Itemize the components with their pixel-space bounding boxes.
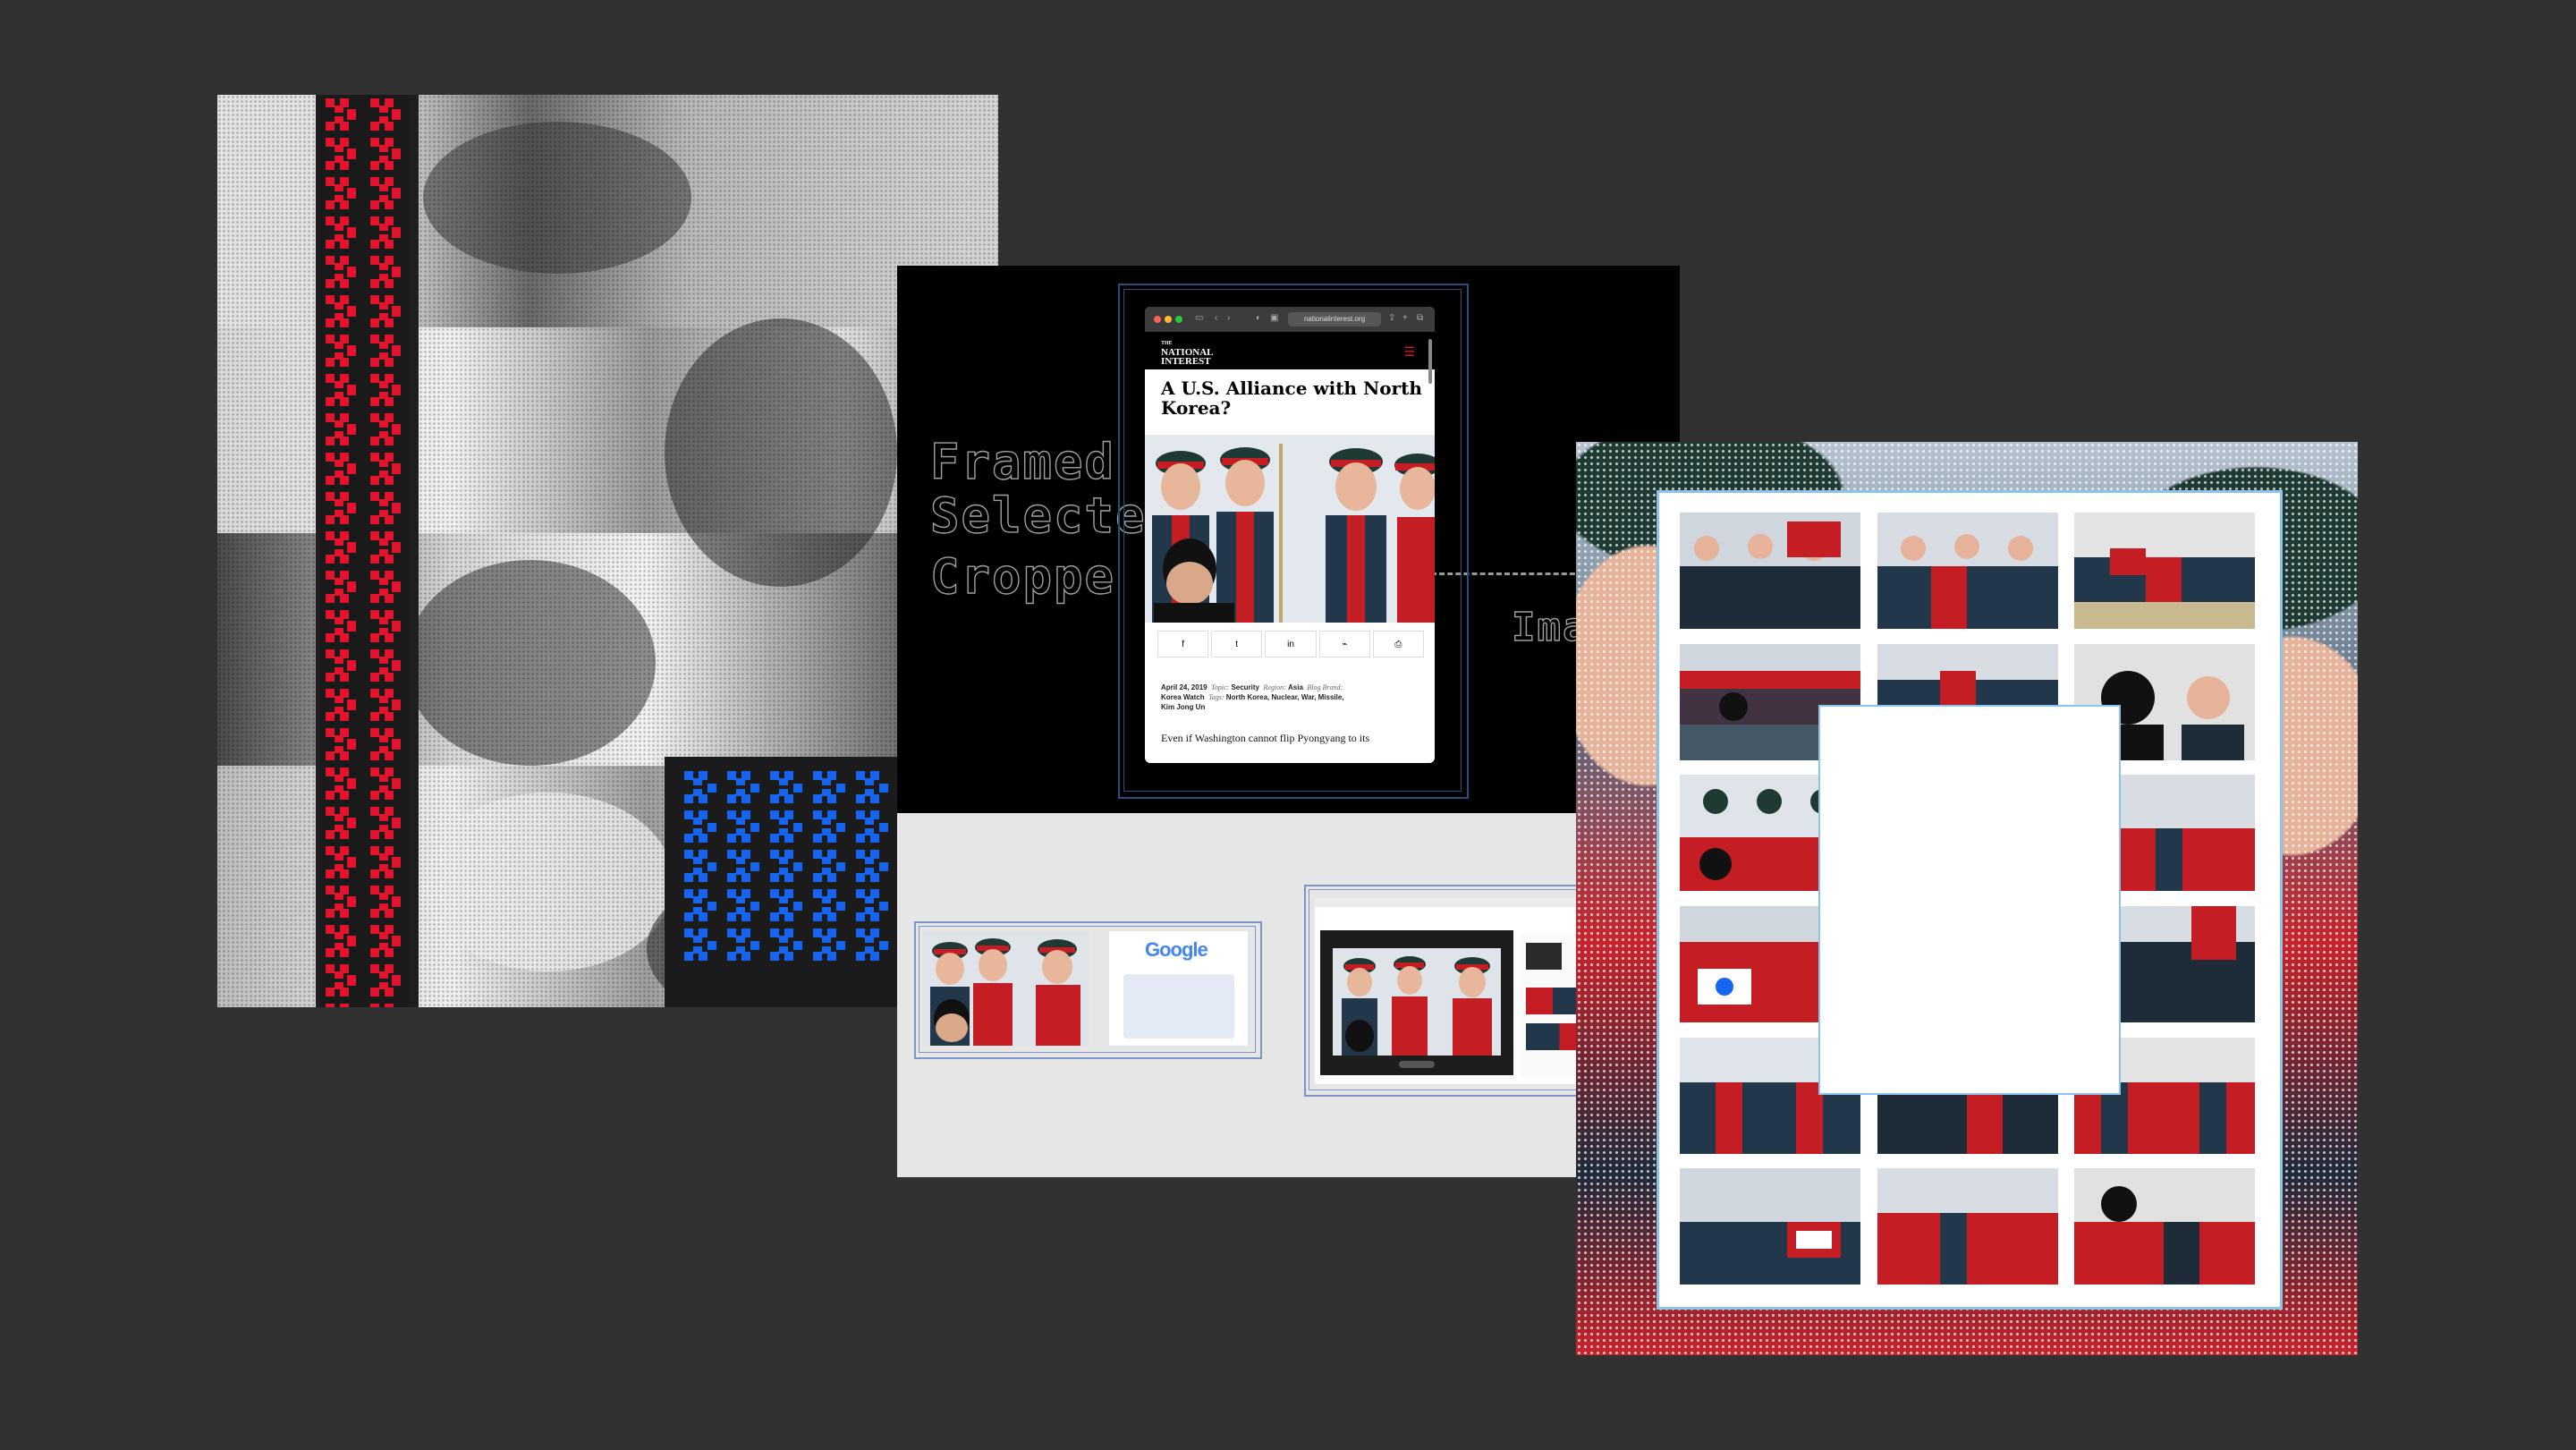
url-text: nationalinterest.org (1303, 315, 1366, 323)
minimize-dot-icon[interactable] (1165, 316, 1172, 323)
dashed-connector (1431, 572, 1583, 575)
phone-frame-outer (1118, 284, 1469, 799)
print-icon: ⎙ (1394, 639, 1402, 649)
topic-link[interactable]: Security (1231, 683, 1260, 691)
framed-label: Framed (929, 434, 1116, 490)
red-cross-pattern (320, 95, 410, 1007)
image-label: Ima (1511, 605, 1589, 650)
region-label: Region: (1263, 683, 1286, 691)
blog-link[interactable]: Korea Watch (1161, 693, 1205, 701)
new-tab-icon[interactable]: + (1402, 313, 1408, 323)
twitter-share-button[interactable]: t (1211, 631, 1263, 657)
twitter-icon: t (1235, 639, 1239, 649)
article-meta: April 24, 2019 Topic: Security Region: A… (1161, 683, 1420, 712)
google-logo: Google (1145, 938, 1208, 962)
tags-label: Tags: (1208, 693, 1224, 701)
grid-image[interactable] (2074, 644, 2255, 760)
grid-image[interactable] (2120, 775, 2255, 891)
site-header: THE NATIONAL INTEREST ☰ (1145, 332, 1435, 369)
address-bar[interactable]: nationalinterest.org (1288, 312, 1381, 326)
lightbox-preview (1320, 930, 1513, 1075)
extension-icon[interactable]: ▣ (1270, 313, 1279, 323)
halftone-poster-left (217, 95, 998, 1007)
rss-button[interactable]: ⌁ (1318, 631, 1370, 657)
close-dot-icon[interactable] (1154, 316, 1161, 323)
thumbnail-frame-outer (914, 921, 1262, 1059)
grid-image[interactable] (1877, 513, 2058, 629)
blog-label: Blog Brand: (1307, 683, 1343, 691)
lightbox-photo (1333, 948, 1501, 1068)
site-logo[interactable]: THE NATIONAL INTEREST (1161, 339, 1224, 367)
tags-links[interactable]: North Korea, Nuclear, War, Missile, (1225, 693, 1344, 701)
article-date: April 24, 2019 (1161, 683, 1208, 691)
topic-label: Topic: (1211, 683, 1230, 691)
facebook-share-button[interactable]: f (1157, 631, 1209, 657)
browser-window: ▭ ‹ › ◐ ▣ nationalinterest.org ⇪ + ⧉ THE… (1145, 307, 1435, 763)
facebook-icon: f (1182, 639, 1184, 649)
honor-guard-photo (1145, 435, 1435, 623)
logo-line1: NATIONAL (1161, 347, 1214, 358)
google-logo-text: Google (1145, 938, 1208, 961)
shield-icon[interactable]: ◐ (1256, 313, 1262, 323)
tabs-icon[interactable]: ⧉ (1417, 313, 1424, 323)
selection-overlay[interactable] (1818, 705, 2121, 1095)
linkedin-share-button[interactable]: in (1265, 631, 1317, 657)
maximize-dot-icon[interactable] (1175, 316, 1182, 323)
sidebar-icon[interactable]: ▭ (1195, 313, 1204, 323)
share-icon[interactable]: ⇪ (1388, 313, 1396, 323)
google-search-thumbnail[interactable]: Google (1109, 931, 1248, 1046)
tag-extra[interactable]: Kim Jong Un (1161, 703, 1206, 711)
honor-guard-thumbnail[interactable] (923, 931, 1089, 1046)
grid-image[interactable] (1680, 1168, 1860, 1285)
google-result-card (1123, 974, 1234, 1039)
share-buttons: f t in ⌁ ⎙ (1157, 631, 1425, 657)
forward-icon[interactable]: › (1227, 313, 1231, 323)
logo-the: THE (1161, 341, 1173, 346)
grid-image[interactable] (1877, 1168, 2058, 1285)
print-button[interactable]: ⎙ (1372, 631, 1425, 657)
article-title[interactable]: A U.S. Alliance with North Korea? (1161, 377, 1422, 419)
phone-frame-inner (1123, 289, 1462, 792)
blue-cross-pattern (681, 767, 895, 964)
article-hero-image[interactable] (1145, 435, 1435, 623)
back-icon[interactable]: ‹ (1215, 313, 1218, 323)
honor-guard-thumbnail-art (923, 931, 1089, 1046)
article-excerpt: Even if Washington cannot flip Pyongyang… (1161, 732, 1370, 744)
grid-image[interactable] (1680, 513, 1860, 629)
scrollbar[interactable] (1428, 339, 1432, 384)
browser-toolbar: ▭ ‹ › ◐ ▣ nationalinterest.org ⇪ + ⧉ (1145, 307, 1435, 332)
grid-image[interactable] (2120, 906, 2255, 1022)
thumbnail-tab-bar (1315, 898, 1680, 907)
region-link[interactable]: Asia (1288, 683, 1303, 691)
rss-icon: ⌁ (1342, 639, 1348, 649)
cropped-label: Croppe (929, 548, 1116, 605)
blue-pattern-panel (665, 757, 933, 1007)
grid-image[interactable] (2074, 1168, 2255, 1285)
hamburger-menu-icon[interactable]: ☰ (1403, 344, 1415, 359)
logo-line2: INTEREST (1161, 356, 1211, 367)
selected-label: Selecte (929, 488, 1147, 544)
linkedin-icon: in (1287, 639, 1294, 649)
grid-image[interactable] (2074, 513, 2255, 629)
thumbnail-frame-inner (919, 926, 1256, 1053)
